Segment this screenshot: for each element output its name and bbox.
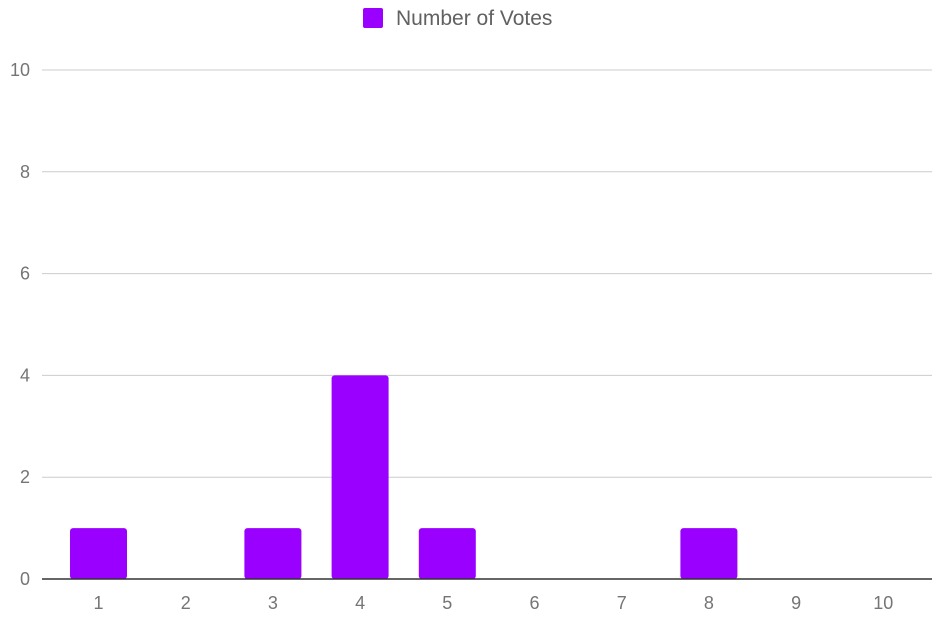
bar-3[interactable] [244, 528, 302, 579]
gridlines [42, 69, 932, 478]
legend-swatch [363, 8, 383, 28]
y-tick-label: 4 [20, 365, 30, 385]
x-tick-label: 3 [268, 593, 278, 613]
legend-label-number-of-votes: Number of Votes [396, 7, 552, 30]
bar-4[interactable] [331, 375, 389, 579]
x-tick-label: 4 [355, 593, 365, 613]
y-tick-label: 8 [20, 162, 30, 182]
x-tick-label: 8 [704, 593, 714, 613]
bar-1[interactable] [70, 528, 127, 579]
x-tick-label: 2 [181, 593, 191, 613]
x-axis-tick-labels: 1 2 3 4 5 6 7 8 9 10 [93, 593, 893, 613]
x-tick-label: 9 [791, 593, 801, 613]
x-tick-label: 1 [93, 593, 103, 613]
y-tick-label: 0 [20, 569, 30, 589]
x-tick-label: 10 [873, 593, 893, 613]
bar-8[interactable] [680, 528, 738, 579]
bars [70, 375, 738, 579]
y-tick-label: 10 [10, 60, 30, 80]
x-tick-label: 5 [442, 593, 452, 613]
bar-5[interactable] [418, 528, 476, 579]
y-tick-label: 6 [20, 264, 30, 284]
legend: Number of Votes [363, 7, 552, 30]
y-axis-tick-labels: 0 2 4 6 8 10 [10, 60, 30, 589]
x-tick-label: 6 [529, 593, 539, 613]
x-tick-label: 7 [617, 593, 627, 613]
y-tick-label: 2 [20, 467, 30, 487]
